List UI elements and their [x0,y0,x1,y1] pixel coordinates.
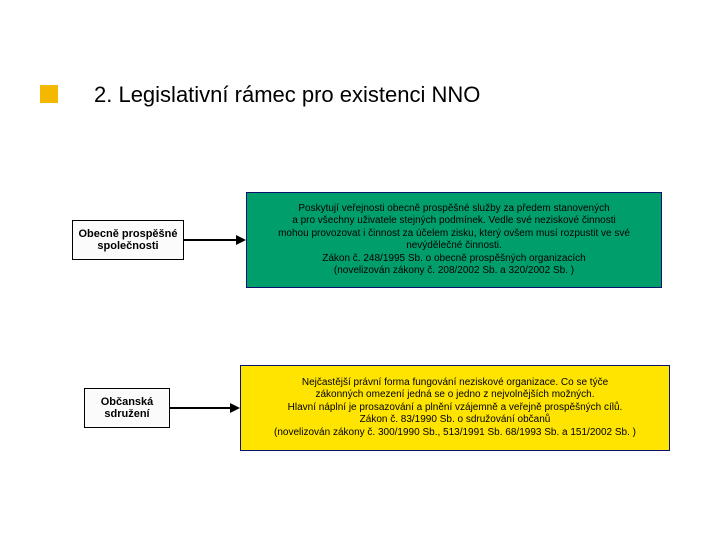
desc-os-text: Nejčastější právní forma fungování nezis… [274,377,636,440]
title-bullet [40,85,58,103]
arrow-ops [184,239,236,241]
label-os-text: Občanskásdružení [101,396,154,420]
arrow-ops-head [236,235,246,245]
desc-box-os: Nejčastější právní forma fungování nezis… [240,365,670,451]
arrow-os [170,407,230,409]
label-box-os: Občanskásdružení [84,388,170,428]
label-box-ops: Obecně prospěšnéspolečnosti [72,220,184,260]
desc-box-ops: Poskytují veřejnosti obecně prospěšné sl… [246,192,662,288]
arrow-os-head [230,403,240,413]
desc-ops-text: Poskytují veřejnosti obecně prospěšné sl… [278,203,630,278]
label-ops-text: Obecně prospěšnéspolečnosti [78,228,177,252]
page-title: 2. Legislativní rámec pro existenci NNO [94,82,480,108]
